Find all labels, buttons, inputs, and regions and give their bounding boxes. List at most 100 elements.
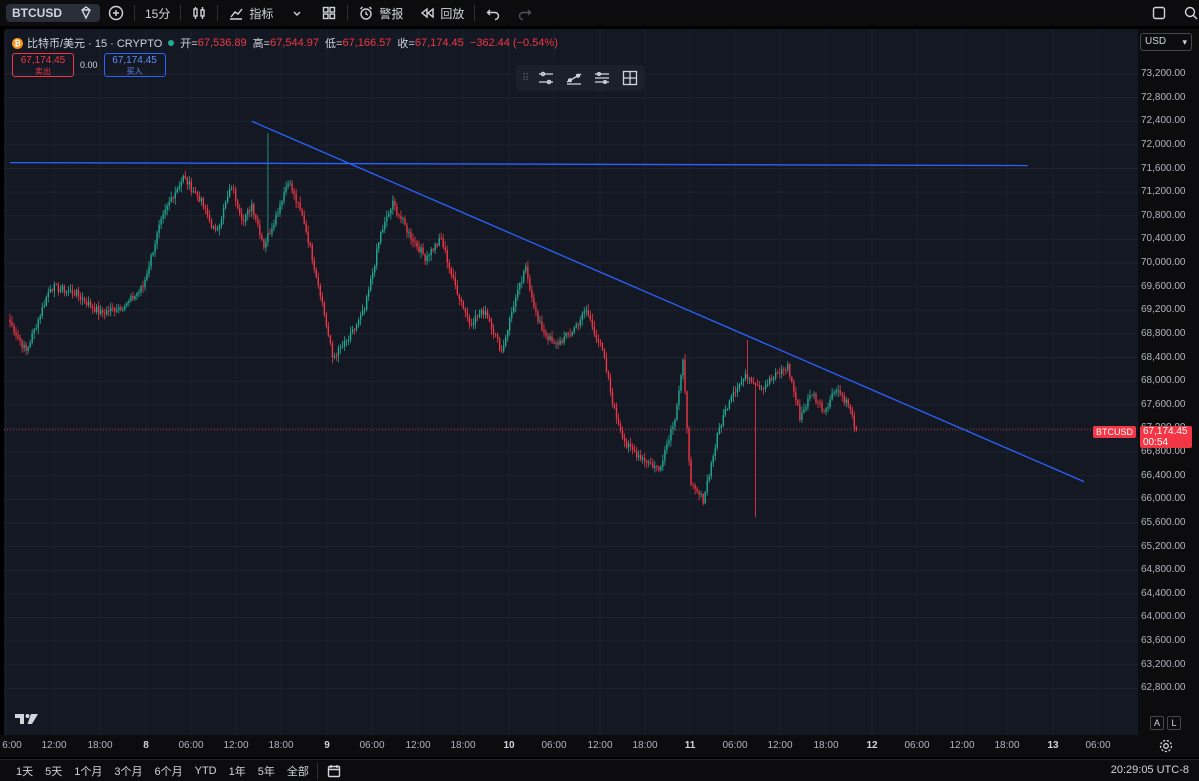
legend-change-value: −362.44 (−0.54%) bbox=[469, 37, 558, 49]
legend-high-value: 67,544.97 bbox=[270, 37, 320, 49]
candle-body bbox=[496, 334, 499, 339]
range-button[interactable]: 1天 bbox=[16, 765, 34, 778]
undo-button[interactable] bbox=[477, 0, 509, 26]
replay-button[interactable]: 回放 bbox=[411, 0, 472, 26]
time-tick-label: 12:00 bbox=[41, 740, 67, 751]
candle-body bbox=[35, 328, 37, 329]
legend-symbol-name[interactable]: 比特币/美元 · 15 · CRYPTO bbox=[27, 38, 163, 50]
candle-body bbox=[251, 204, 253, 212]
candlestick-chart[interactable] bbox=[4, 29, 1138, 735]
candle-body bbox=[525, 266, 527, 272]
alert-button[interactable]: 警报 bbox=[350, 0, 411, 26]
range-button[interactable]: 6个月 bbox=[154, 765, 183, 778]
trendline-drawing[interactable] bbox=[9, 161, 1028, 167]
range-button[interactable]: 1年 bbox=[228, 765, 246, 778]
chart-type-button[interactable] bbox=[183, 0, 215, 26]
candle-body bbox=[547, 335, 549, 340]
redo-button[interactable] bbox=[509, 0, 541, 26]
coordinates-button[interactable] bbox=[618, 67, 642, 89]
range-button[interactable]: 全部 bbox=[286, 765, 309, 778]
legend-low-label: 低= bbox=[325, 38, 343, 50]
candle-body bbox=[79, 296, 82, 300]
indicators-button[interactable]: 指标 bbox=[220, 0, 281, 26]
line-width-button[interactable] bbox=[590, 67, 614, 89]
candle-body bbox=[210, 220, 213, 228]
candle-body bbox=[101, 310, 104, 313]
candle-body bbox=[194, 191, 197, 193]
time-tick-label: 18:00 bbox=[450, 740, 476, 751]
candle-body bbox=[140, 286, 142, 292]
clock-timezone[interactable]: 20:29:05 UTC-8 bbox=[1110, 764, 1189, 776]
log-scale-button[interactable]: L bbox=[1167, 716, 1181, 730]
candle-body bbox=[456, 285, 459, 295]
candle-body bbox=[696, 488, 698, 492]
range-button[interactable]: 3个月 bbox=[114, 765, 143, 778]
price-tick-label: 62,800.00 bbox=[1141, 682, 1186, 694]
candle-body bbox=[549, 336, 551, 340]
price-scale[interactable] bbox=[1138, 29, 1199, 735]
candle-body bbox=[144, 279, 146, 288]
drag-handle-icon[interactable]: ⠿ bbox=[522, 72, 530, 84]
range-button[interactable]: 5年 bbox=[257, 765, 275, 778]
symbol-search-button[interactable]: BTCUSD bbox=[6, 4, 100, 22]
candle-body bbox=[851, 409, 853, 416]
price-tick-label: 63,200.00 bbox=[1141, 658, 1186, 670]
line-style-button[interactable] bbox=[562, 67, 586, 89]
candle-body bbox=[61, 285, 64, 290]
price-tick-label: 71,200.00 bbox=[1141, 186, 1186, 198]
toolbar-divider bbox=[134, 5, 135, 21]
price-tick-label: 68,800.00 bbox=[1141, 327, 1186, 339]
auto-scale-button[interactable]: A bbox=[1150, 716, 1164, 730]
fullscreen-button[interactable] bbox=[1143, 0, 1175, 26]
time-tick-label: 18:00 bbox=[632, 740, 658, 751]
candle-body bbox=[271, 228, 273, 234]
candle-body bbox=[555, 342, 557, 344]
gear-icon[interactable] bbox=[1158, 738, 1174, 754]
candle-body bbox=[575, 324, 577, 328]
candle-body bbox=[559, 340, 561, 345]
layout-button[interactable] bbox=[313, 0, 345, 26]
candle-body bbox=[138, 291, 140, 294]
tradingview-logo-icon[interactable] bbox=[14, 711, 40, 727]
chart-pane[interactable]: ₿ 比特币/美元 · 15 · CRYPTO 开= 67,536.89 高= 67,… bbox=[4, 29, 1138, 735]
candle-body bbox=[539, 321, 541, 323]
candle-body bbox=[265, 242, 267, 248]
calendar-range-icon[interactable] bbox=[326, 763, 342, 779]
trendline-drawing[interactable] bbox=[251, 120, 1085, 483]
candle-body bbox=[128, 300, 130, 303]
candle-body bbox=[132, 296, 134, 300]
candle-body bbox=[67, 290, 70, 292]
diamond-icon[interactable] bbox=[78, 5, 94, 21]
grid-layout-icon bbox=[321, 5, 337, 21]
currency-select[interactable]: USD bbox=[1140, 33, 1192, 51]
sell-button[interactable]: 67,174.45 卖出 bbox=[12, 53, 74, 77]
rewind-icon bbox=[419, 5, 435, 21]
range-button[interactable]: 5天 bbox=[45, 765, 63, 778]
candle-body bbox=[154, 244, 156, 253]
candle-body bbox=[515, 297, 517, 307]
candle-body bbox=[142, 286, 144, 288]
candle-body bbox=[813, 394, 815, 396]
range-button[interactable]: 1个月 bbox=[74, 765, 103, 778]
search-button[interactable] bbox=[1175, 0, 1199, 26]
buy-price: 67,174.45 bbox=[112, 55, 157, 66]
indicator-templates-button[interactable] bbox=[281, 0, 313, 26]
line-settings-button[interactable] bbox=[534, 67, 558, 89]
interval-button[interactable]: 15分 bbox=[145, 6, 171, 21]
candle-body bbox=[27, 346, 29, 351]
candle-body bbox=[192, 191, 195, 193]
candle-body bbox=[343, 340, 346, 347]
candle-body bbox=[257, 219, 259, 225]
price-tick-label: 64,400.00 bbox=[1141, 587, 1186, 599]
legend-open-label: 开= bbox=[180, 38, 198, 50]
range-button[interactable]: YTD bbox=[194, 764, 217, 777]
time-tick-label: 13 bbox=[1047, 740, 1059, 751]
compare-symbol-button[interactable] bbox=[100, 0, 132, 26]
candle-body bbox=[412, 239, 414, 242]
time-scale[interactable] bbox=[0, 735, 1199, 757]
candle-body bbox=[275, 214, 277, 225]
candle-body bbox=[108, 310, 110, 312]
candle-body bbox=[504, 337, 507, 346]
buy-button[interactable]: 67,174.45 买入 bbox=[103, 53, 166, 77]
candle-body bbox=[166, 205, 168, 210]
